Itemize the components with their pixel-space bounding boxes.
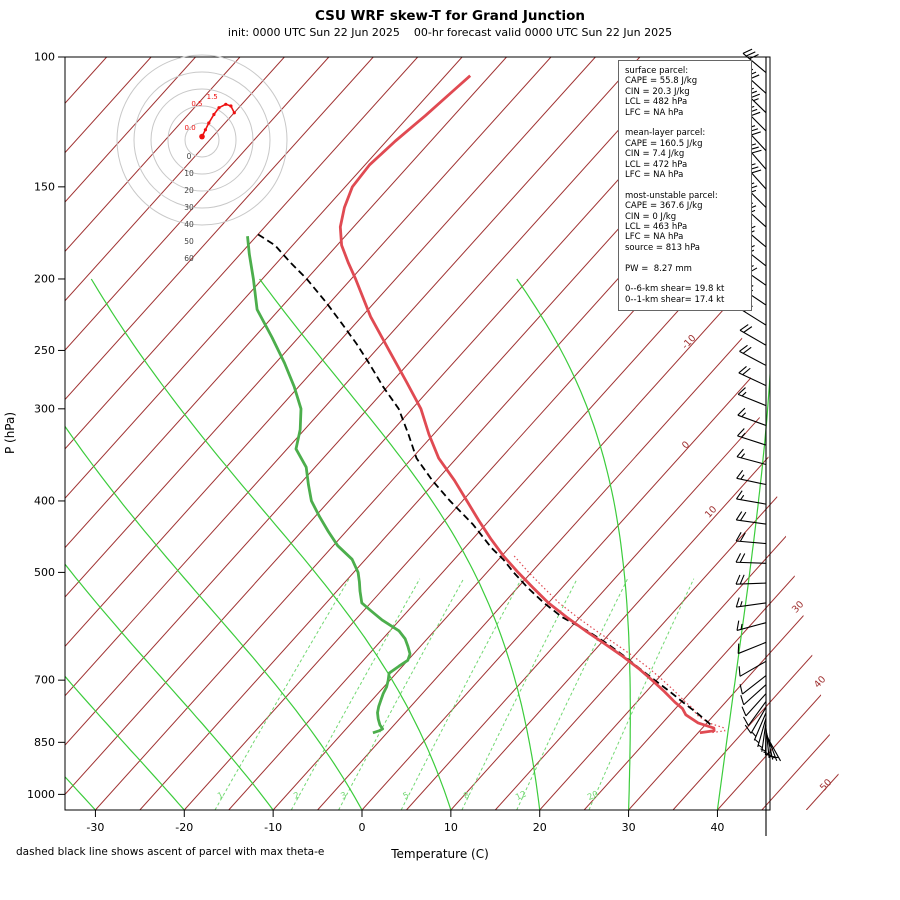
svg-text:3: 3 <box>339 791 348 802</box>
svg-text:2: 2 <box>292 791 301 802</box>
virtual-temperature-curve <box>513 555 726 734</box>
svg-text:400: 400 <box>34 494 55 507</box>
svg-text:10: 10 <box>703 504 719 520</box>
chart-subtitle: init: 0000 UTC Sun 22 Jun 2025 00-hr for… <box>227 26 673 39</box>
svg-text:12: 12 <box>514 789 528 803</box>
temperature-curve <box>338 74 716 735</box>
svg-text:300: 300 <box>34 402 55 415</box>
sounding-profiles <box>246 74 726 735</box>
svg-text:500: 500 <box>34 566 55 579</box>
info-line: CIN = 20.3 J/kg <box>625 86 690 97</box>
svg-text:10: 10 <box>444 821 458 834</box>
svg-text:20: 20 <box>184 186 194 195</box>
info-blank-line <box>625 180 745 190</box>
svg-text:150: 150 <box>34 180 55 193</box>
info-line: 0--1-km shear= 17.4 kt <box>625 294 725 305</box>
info-line: CAPE = 367.6 J/kg <box>625 201 703 212</box>
mixing-ratio-lines <box>214 578 695 810</box>
mixing-ratio-labels: 1 2 3 5 8 12 20 <box>216 789 600 803</box>
svg-text:0: 0 <box>680 439 692 451</box>
info-section-header: most-unstable parcel: <box>625 190 718 201</box>
info-section-header: surface parcel: <box>625 66 689 76</box>
info-line: LFC = NA hPa <box>625 232 684 243</box>
chart-title: CSU WRF skew-T for Grand Junction <box>314 8 586 24</box>
info-line: LCL = 472 hPa <box>625 159 688 170</box>
svg-text:50: 50 <box>184 237 194 246</box>
svg-text:50: 50 <box>818 777 834 793</box>
svg-text:5: 5 <box>402 791 411 802</box>
info-line: CIN = 7.4 J/kg <box>625 149 685 160</box>
svg-text:1: 1 <box>216 791 225 802</box>
svg-text:60: 60 <box>184 254 194 263</box>
parcel-info-box: surface parcel: CAPE = 55.8 J/kg CIN = 20.… <box>618 60 752 312</box>
svg-text:30: 30 <box>790 599 806 615</box>
svg-text:40: 40 <box>812 674 828 690</box>
svg-text:1.5: 1.5 <box>207 93 218 101</box>
svg-text:700: 700 <box>34 674 55 687</box>
isotherms <box>65 57 846 810</box>
svg-text:1000: 1000 <box>27 788 55 801</box>
svg-text:20: 20 <box>533 821 547 834</box>
info-line: source = 813 hPa <box>625 242 701 253</box>
info-line: LFC = NA hPa <box>625 170 684 181</box>
wind-barbs <box>735 48 782 836</box>
parcel-ascent-curve <box>257 233 715 729</box>
info-blank-line <box>625 253 745 263</box>
svg-text:8: 8 <box>462 791 471 802</box>
info-line: PW = 8.27 mm <box>625 263 692 274</box>
info-section-header: mean-layer parcel: <box>625 128 706 139</box>
hodograph: 0 10 20 30 40 50 60 0.0 0.5 1.5 <box>116 54 288 263</box>
svg-text:40: 40 <box>710 821 724 834</box>
x-axis-label: Temperature (C) <box>390 847 489 861</box>
info-line: LCL = 482 hPa <box>625 97 688 108</box>
info-line: LFC = NA hPa <box>625 107 684 118</box>
svg-text:30: 30 <box>622 821 636 834</box>
info-line: CIN = 0 J/kg <box>625 211 677 222</box>
svg-text:10: 10 <box>184 169 194 178</box>
svg-text:-10: -10 <box>680 333 699 352</box>
info-line: CAPE = 160.5 J/kg <box>625 138 703 149</box>
dewpoint-curve <box>246 236 412 735</box>
y-axis-label: P (hPa) <box>3 412 17 454</box>
svg-text:40: 40 <box>184 220 194 229</box>
svg-text:0: 0 <box>359 821 366 834</box>
info-line: 0--6-km shear= 19.8 kt <box>625 284 725 295</box>
svg-text:-20: -20 <box>175 821 193 834</box>
svg-text:200: 200 <box>34 272 55 285</box>
plot-border <box>64 56 771 811</box>
svg-text:850: 850 <box>34 736 55 749</box>
svg-text:250: 250 <box>34 344 55 357</box>
svg-text:0.0: 0.0 <box>185 124 196 132</box>
svg-text:-10: -10 <box>264 821 282 834</box>
info-blank-line <box>625 118 745 128</box>
svg-text:-30: -30 <box>86 821 104 834</box>
svg-text:0: 0 <box>187 152 192 161</box>
moist-adiabats <box>65 278 770 810</box>
footnote: dashed black line shows ascent of parcel… <box>16 846 325 858</box>
info-blank-line <box>625 274 745 284</box>
info-line: CAPE = 55.8 J/kg <box>625 76 698 87</box>
svg-text:0.5: 0.5 <box>191 100 202 108</box>
svg-text:30: 30 <box>184 203 194 212</box>
info-line: LCL = 463 hPa <box>625 222 688 233</box>
svg-text:20: 20 <box>586 789 600 803</box>
svg-text:100: 100 <box>34 51 55 64</box>
